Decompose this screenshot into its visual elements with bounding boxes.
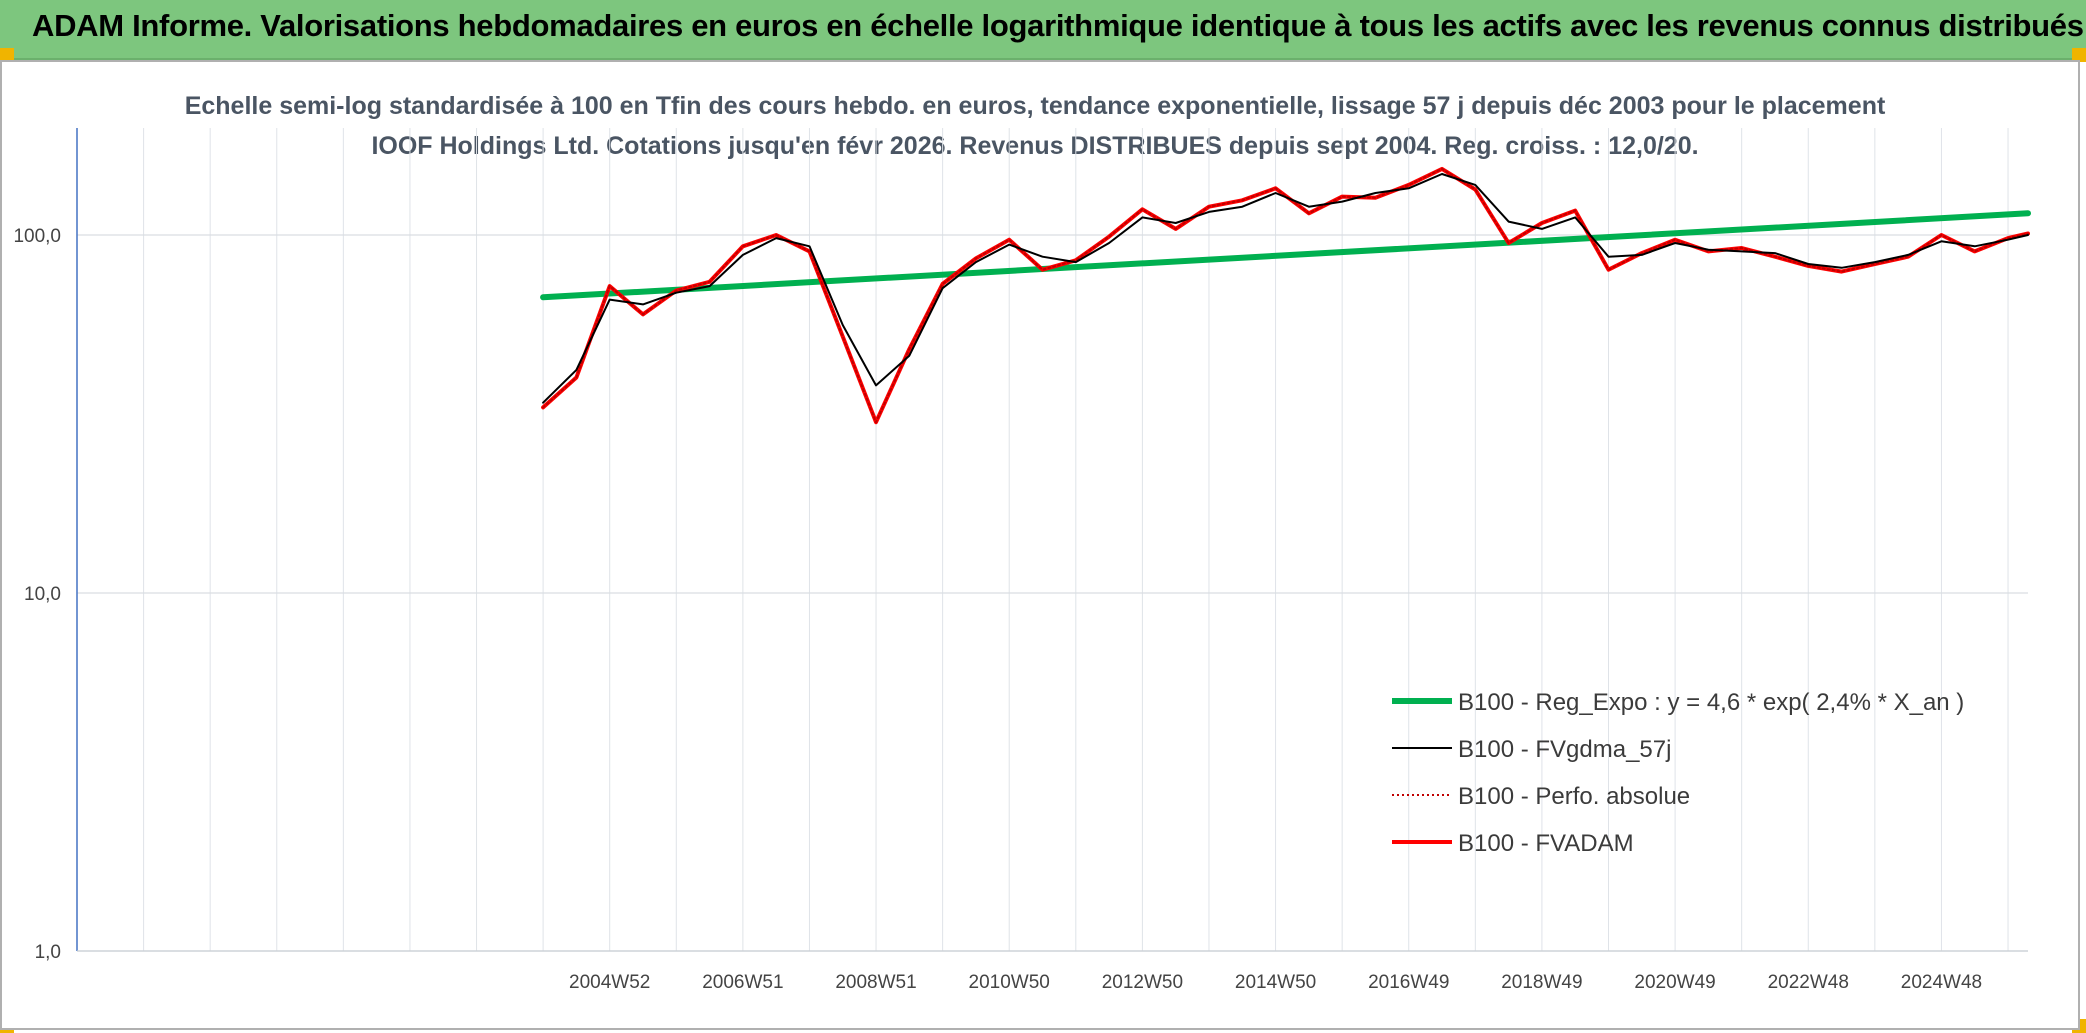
y-tick-label: 10,0 [24, 584, 61, 605]
series-line-1 [540, 210, 2031, 301]
x-tick-label: 2006W51 [702, 972, 783, 993]
corner-marker [0, 48, 14, 62]
series-line-4 [541, 166, 2030, 425]
x-tick-label: 2024W48 [1901, 972, 1982, 993]
corner-marker [2072, 48, 2086, 62]
chart-title: Echelle semi-log standardisée à 100 en T… [184, 92, 1886, 160]
x-tick-label: 2018W49 [1501, 972, 1582, 993]
legend-label: B100 - Reg_Expo : y = 4,6 * exp( 2,4% * … [1458, 689, 1964, 716]
x-tick-label: 2012W50 [1102, 972, 1183, 993]
chart-frame [0, 60, 2080, 1030]
series-line-2 [542, 173, 2029, 404]
x-tick-label: 2020W49 [1634, 972, 1715, 993]
x-tick-label: 2010W50 [969, 972, 1050, 993]
x-tick-label: 2014W50 [1235, 972, 1316, 993]
header-bar: ADAM Informe. Valorisations hebdomadaire… [0, 0, 2086, 60]
x-tick-label: 2004W52 [569, 972, 650, 993]
y-tick-label: 1,0 [35, 942, 61, 963]
legend-label: B100 - FVADAM [1458, 830, 1634, 857]
legend-label: B100 - Perfo. absolue [1458, 783, 1690, 810]
y-tick-label: 100,0 [13, 226, 61, 247]
page-title: ADAM Informe. Valorisations hebdomadaire… [32, 8, 2084, 43]
series-line-3 [542, 167, 2029, 424]
x-tick-label: 2016W49 [1368, 972, 1449, 993]
legend-label: B100 - FVgdma_57j [1458, 736, 1671, 763]
x-tick-label: 2022W48 [1768, 972, 1849, 993]
x-tick-label: 2008W51 [835, 972, 916, 993]
